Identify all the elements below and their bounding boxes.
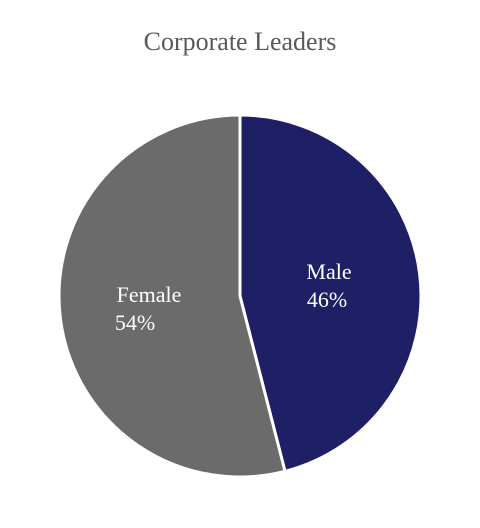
slice-label-female-name: Female bbox=[117, 282, 182, 307]
pie-labels: Male 46% Female 54% bbox=[115, 259, 352, 335]
pie-slices bbox=[57, 113, 423, 479]
slice-label-male-percent: 46% bbox=[307, 287, 347, 312]
slice-label-male-name: Male bbox=[306, 259, 351, 284]
pie-slice-female bbox=[57, 113, 287, 479]
pie-slice-male bbox=[238, 113, 423, 473]
chart-title: Corporate Leaders bbox=[144, 27, 337, 56]
slice-label-female-percent: 54% bbox=[115, 310, 155, 335]
